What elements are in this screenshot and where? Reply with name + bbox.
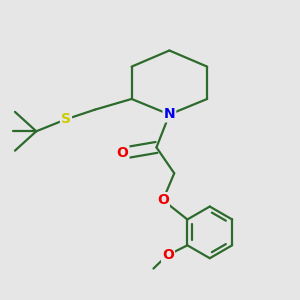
Text: O: O bbox=[117, 146, 128, 160]
Text: O: O bbox=[162, 248, 174, 262]
Text: O: O bbox=[157, 193, 169, 207]
Text: S: S bbox=[61, 112, 71, 126]
Text: N: N bbox=[164, 107, 175, 122]
